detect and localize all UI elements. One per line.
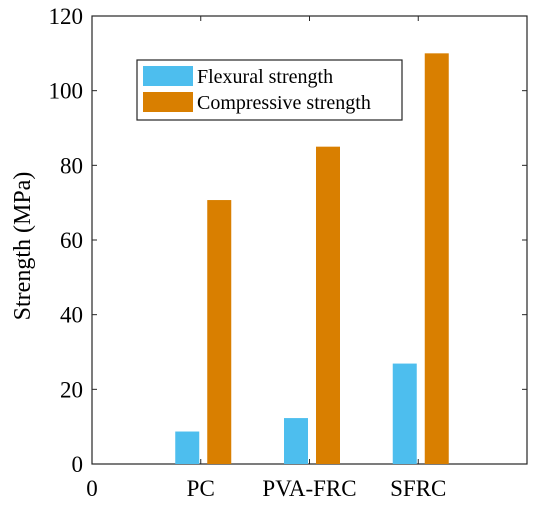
legend-swatch <box>143 92 193 112</box>
bar-flexural-pva-frc <box>284 418 308 464</box>
legend-entry: Compressive strength <box>197 92 371 114</box>
x-tick-label: PVA-FRC <box>262 476 356 501</box>
x-tick-label: SFRC <box>390 476 446 501</box>
x-tick-label: 0 <box>86 476 98 501</box>
y-tick-label: 40 <box>60 303 83 328</box>
y-tick-label: 60 <box>60 228 83 253</box>
y-tick-label: 120 <box>49 4 84 29</box>
bar-flexural-sfrc <box>392 363 417 464</box>
y-axis-ticks: 0 20 40 60 80 100 120 <box>49 4 527 477</box>
y-tick-label: 80 <box>60 153 83 178</box>
y-axis-title: Strength (MPa) <box>10 172 36 321</box>
y-tick-label: 0 <box>72 452 84 477</box>
legend-swatch <box>143 66 193 86</box>
legend: Flexural strength Compressive strength <box>136 59 403 121</box>
bar-flexural-pc <box>175 431 200 464</box>
bar-compressive-pva-frc <box>316 146 340 464</box>
x-axis-ticks: 0 PC PVA-FRC SFRC <box>86 16 446 501</box>
y-tick-label: 20 <box>60 377 83 402</box>
legend-entry: Flexural strength <box>197 66 333 88</box>
y-tick-label: 100 <box>49 79 84 104</box>
bars-group <box>175 53 449 464</box>
x-tick-label: PC <box>187 476 215 501</box>
bar-compressive-sfrc <box>424 53 449 464</box>
bar-compressive-pc <box>207 200 232 464</box>
